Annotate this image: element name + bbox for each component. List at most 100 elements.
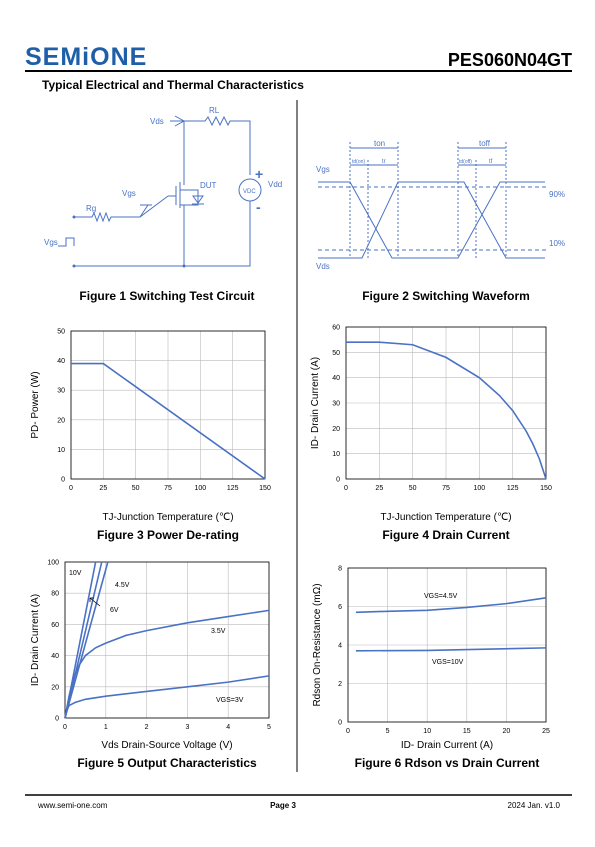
caption: Figure 6 Rdson vs Drain Current: [355, 756, 540, 770]
caption: Figure 5 Output Characteristics: [77, 756, 257, 770]
y-tick-label: 50: [332, 350, 340, 357]
caption: Figure 4 Drain Current: [382, 528, 509, 542]
x-tick-label: 25: [375, 485, 383, 492]
label: Vds: [316, 262, 330, 271]
data-line: [64, 561, 109, 719]
label: RL: [209, 106, 220, 115]
y-axis-label: ID- Drain Current (A): [30, 594, 41, 686]
node: [72, 264, 76, 268]
x-tick-label: 2: [145, 724, 149, 731]
x-tick-label: 150: [259, 485, 271, 492]
label: +: [255, 166, 263, 182]
label: DUT: [200, 181, 217, 190]
label: VDC: [243, 189, 256, 195]
y-tick-label: 0: [55, 716, 59, 723]
x-tick-label: 150: [540, 485, 552, 492]
x-tick-label: 100: [194, 485, 206, 492]
y-tick-label: 30: [57, 388, 65, 395]
label: Vgs: [44, 238, 58, 247]
circuit: Vds RL Vgs DUT Rg Vdd VDC Vgs + -: [44, 106, 282, 268]
plot-frame: [64, 561, 270, 719]
label: 90%: [549, 190, 565, 199]
x-tick-label: 1: [104, 724, 108, 731]
y-tick-label: 4: [338, 643, 342, 650]
y-tick-label: 8: [338, 566, 342, 573]
y-tick-label: 20: [332, 426, 340, 433]
y-tick-label: 40: [332, 375, 340, 382]
label: Vgs: [316, 165, 330, 174]
node: [182, 264, 186, 268]
caption: Figure 1 Switching Test Circuit: [79, 289, 254, 303]
y-tick-label: 6: [338, 604, 342, 611]
label: Rg: [86, 204, 96, 213]
data-line: [355, 597, 547, 614]
x-tick-label: 125: [507, 485, 519, 492]
x-axis-label: TJ-Junction Temperature (℃): [380, 512, 511, 523]
y-tick-label: 10: [332, 451, 340, 458]
y-tick-label: 0: [336, 477, 340, 484]
section-title: Typical Electrical and Thermal Character…: [42, 78, 304, 92]
data-line: [64, 561, 103, 719]
y-tick-label: 60: [332, 325, 340, 332]
label: tr: [382, 159, 386, 165]
y-tick-label: 2: [338, 681, 342, 688]
y-tick-label: 100: [47, 560, 59, 567]
series-label: 6V: [110, 607, 119, 614]
x-tick-label: 75: [442, 485, 450, 492]
logo: SEMiONE: [25, 43, 147, 71]
x-tick-label: 25: [99, 485, 107, 492]
node: [72, 215, 76, 219]
x-tick-label: 25: [542, 728, 550, 735]
label: td(on): [352, 159, 365, 165]
plot-frame: [345, 326, 547, 480]
label: td(off): [459, 159, 472, 165]
y-tick-label: 50: [57, 329, 65, 336]
plot-frame: [347, 567, 547, 723]
label: Vgs: [122, 189, 136, 198]
x-tick-label: 5: [386, 728, 390, 735]
version: 2024 Jan. v1.0: [508, 801, 561, 810]
label: ton: [374, 139, 385, 148]
label: toff: [479, 139, 491, 148]
x-tick-label: 10: [423, 728, 431, 735]
annotation-arrow: [89, 597, 101, 607]
data-line: [64, 675, 270, 719]
website: www.semi-one.com: [37, 801, 108, 810]
x-tick-label: 50: [132, 485, 140, 492]
y-tick-label: 30: [332, 401, 340, 408]
x-tick-label: 20: [503, 728, 511, 735]
x-tick-label: 75: [164, 485, 172, 492]
y-axis-label: ID- Drain Current (A): [310, 357, 321, 449]
y-tick-label: 60: [51, 622, 59, 629]
x-axis-label: Vds Drain-Source Voltage (V): [101, 740, 232, 751]
x-tick-label: 100: [473, 485, 485, 492]
data-line: [355, 647, 547, 652]
label: tf: [489, 159, 493, 165]
x-tick-label: 5: [267, 724, 271, 731]
series-label: 3.5V: [211, 628, 226, 635]
series-label: VGS=3V: [216, 697, 244, 704]
label: 10%: [549, 239, 565, 248]
y-tick-label: 40: [57, 358, 65, 365]
part-number: PES060N04GT: [448, 50, 572, 70]
series-label: VGS=4.5V: [424, 593, 458, 600]
y-tick-label: 20: [51, 684, 59, 691]
y-axis-label: PD- Power (W): [30, 371, 41, 438]
series-label: 4.5V: [115, 582, 130, 589]
data-line: [71, 362, 266, 480]
y-tick-label: 0: [61, 477, 65, 484]
x-tick-label: 125: [227, 485, 239, 492]
series-label: VGS=10V: [432, 659, 464, 666]
series-label: 10V: [69, 570, 82, 577]
y-axis-label: Rdson On-Resistance (mΩ): [312, 583, 323, 706]
x-tick-label: 50: [409, 485, 417, 492]
x-axis-label: TJ-Junction Temperature (℃): [102, 512, 233, 523]
data-line: [64, 609, 270, 719]
y-tick-label: 0: [338, 720, 342, 727]
label: -: [256, 199, 261, 215]
caption: Figure 3 Power De-rating: [97, 528, 239, 542]
page-number: Page 3: [270, 801, 296, 810]
x-tick-label: 3: [185, 724, 189, 731]
